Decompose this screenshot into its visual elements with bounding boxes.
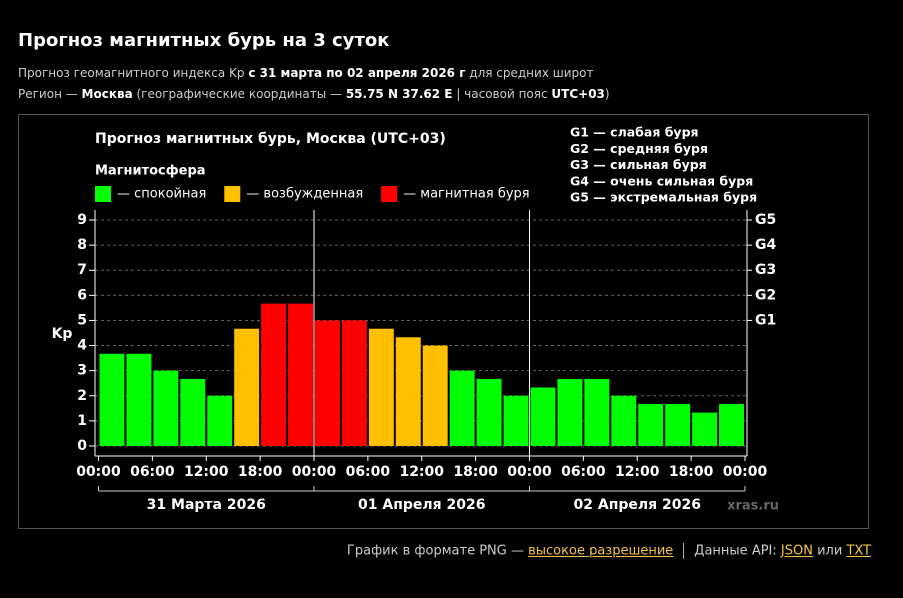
legend-title: Магнитосфера [95,164,206,179]
x-tick-label: 12:00 [399,464,444,480]
page-title: Прогноз магнитных бурь на 3 суток [18,30,390,51]
region: Москва [81,87,133,101]
text: или [812,543,847,559]
bar [422,345,448,446]
bar [341,320,367,446]
day-label: 01 Апреля 2026 [358,497,485,513]
scale-note: G3 — сильная буря [570,157,707,172]
txt-link[interactable]: TXT [846,543,871,559]
y-axis-label: Kp [52,326,73,342]
bar [665,404,691,446]
text: Прогноз геомагнитного индекса Kp [18,66,249,80]
y2-tick-label: G3 [755,262,776,278]
y-tick-label: 2 [77,388,87,404]
x-tick-label: 18:00 [238,464,283,480]
y2-tick-label: G4 [755,237,776,253]
x-tick-label: 06:00 [346,464,391,480]
y-tick-label: 4 [77,338,87,354]
bar [368,328,394,446]
y-tick-label: 9 [77,212,87,228]
text: Данные API: [694,543,781,559]
json-link[interactable]: JSON [780,543,813,559]
bar [126,353,152,446]
y-tick-label: 6 [77,287,87,303]
y-tick-label: 0 [77,438,87,454]
forecast-info: Прогноз геомагнитного индекса Kp с 31 ма… [18,66,593,80]
x-tick-label: 12:00 [615,464,660,480]
x-tick-label: 18:00 [669,464,714,480]
y-tick-label: 1 [77,413,87,429]
text: для средних широт [465,66,594,80]
bar [476,378,502,446]
x-tick-label: 18:00 [453,464,498,480]
text: График в формате PNG — [346,543,529,559]
bar [719,404,744,446]
y2-tick-label: G5 [755,212,776,228]
bar [153,370,179,446]
x-tick-label: 00:00 [507,464,552,480]
text: Регион — [18,87,82,101]
bar [180,378,206,446]
timezone: UTC+03 [551,87,605,101]
x-tick-label: 00:00 [292,464,337,480]
x-tick-label: 06:00 [561,464,606,480]
bar [99,353,125,446]
bar [261,303,287,446]
watermark: xras.ru [727,499,779,514]
bar [234,328,260,446]
y-tick-label: 3 [77,363,87,379]
date-range: с 31 марта по 02 апреля 2026 г [248,66,466,80]
day-label: 02 Апреля 2026 [574,497,701,513]
legend-swatch [224,186,241,202]
scale-note: G1 — слабая буря [570,125,699,140]
legend-swatch [95,186,111,202]
bar [530,387,556,446]
bar [611,395,637,446]
chart-title: Прогноз магнитных бурь, Москва (UTC+03) [95,131,446,147]
day-label: 31 Марта 2026 [147,497,266,513]
bar [584,378,610,446]
separator [683,543,685,559]
y2-tick-label: G2 [755,287,776,303]
scale-note: G2 — средняя буря [570,141,708,156]
y-tick-label: 8 [77,237,87,253]
bar [557,378,583,446]
bar [692,412,718,446]
text: ) [604,87,610,101]
y2-tick-label: G1 [755,312,776,328]
y-tick-label: 5 [77,312,87,328]
coordinates: 55.75 N 37.62 E [345,87,453,101]
region-info: Регион — Москва (географические координа… [18,87,610,101]
x-tick-label: 00:00 [723,464,768,480]
bar [395,337,421,446]
bar [503,395,529,446]
bar [207,395,233,446]
chart-frame [18,114,869,529]
footer: График в формате PNG — высокое разрешени… [347,543,871,559]
scale-note: G4 — очень сильная буря [570,173,753,188]
bar [288,303,313,446]
legend-label: — возбужденная [246,187,363,202]
legend-swatch [381,186,398,202]
bar [449,370,475,446]
legend-label: — магнитная буря [403,187,529,202]
y-tick-label: 7 [77,262,87,278]
x-tick-label: 06:00 [130,464,175,480]
x-tick-label: 00:00 [76,464,121,480]
text: (географические координаты — [132,87,346,101]
scale-note: G5 — экстремальная буря [570,190,757,205]
bar [638,404,664,446]
x-tick-label: 12:00 [184,464,229,480]
text: | часовой пояс [452,87,552,101]
legend-label: — спокойная [117,187,206,202]
png-link[interactable]: высокое разрешение [528,543,674,559]
bar [315,320,340,446]
